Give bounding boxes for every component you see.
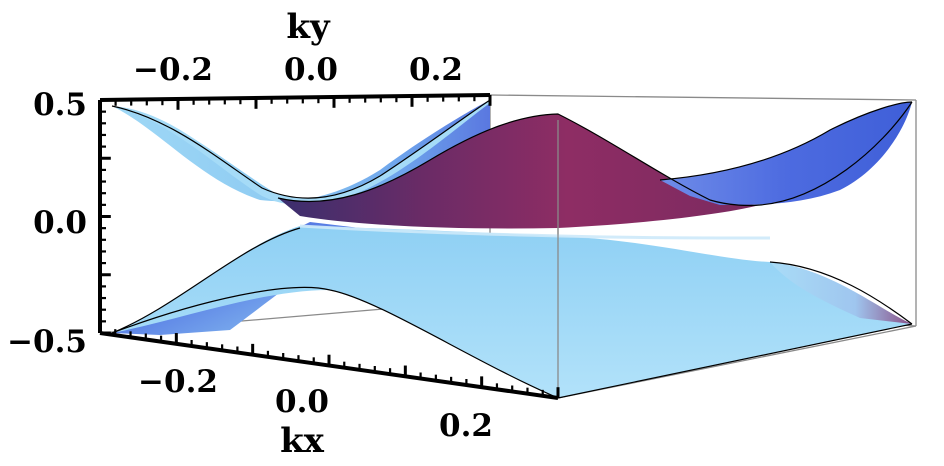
y-tick-label-pos: 0.2 <box>409 52 463 88</box>
upper-band-surface <box>111 99 913 229</box>
z-tick-label-top: 0.5 <box>33 87 87 123</box>
lower-band-front-edge <box>111 286 559 399</box>
z-tick-label-mid: 0.0 <box>33 205 87 241</box>
upper-band-edge-left <box>111 99 491 199</box>
crossing-seam <box>299 224 771 240</box>
upper-band-right-face <box>660 102 912 205</box>
z-tick-label-bottom: −0.5 <box>7 324 87 360</box>
axis-ticks <box>98 95 560 398</box>
x-axis-label: kx <box>280 421 325 461</box>
x-tick-label-neg: −0.2 <box>138 364 218 400</box>
x-tick-label-pos: 0.2 <box>439 408 493 444</box>
lower-band-right-edge <box>557 323 913 399</box>
lower-band-edge <box>111 227 301 334</box>
lower-band-main-face <box>112 226 912 398</box>
upper-band-magenta-face <box>278 114 760 229</box>
lower-band-surface <box>111 222 913 399</box>
upper-band-edge-right-low <box>759 101 913 206</box>
y-tick-label-zero: 0.0 <box>284 52 338 88</box>
upper-band-edge-right <box>659 101 913 181</box>
y-tick-label-neg: −0.2 <box>133 52 213 88</box>
x-tick-label-zero: 0.0 <box>275 384 329 420</box>
y-axis-label: ky <box>286 7 331 47</box>
lower-band-back-edge <box>769 261 913 325</box>
lower-band-right-shade <box>770 262 912 324</box>
upper-band-edge-ridge <box>277 113 761 207</box>
